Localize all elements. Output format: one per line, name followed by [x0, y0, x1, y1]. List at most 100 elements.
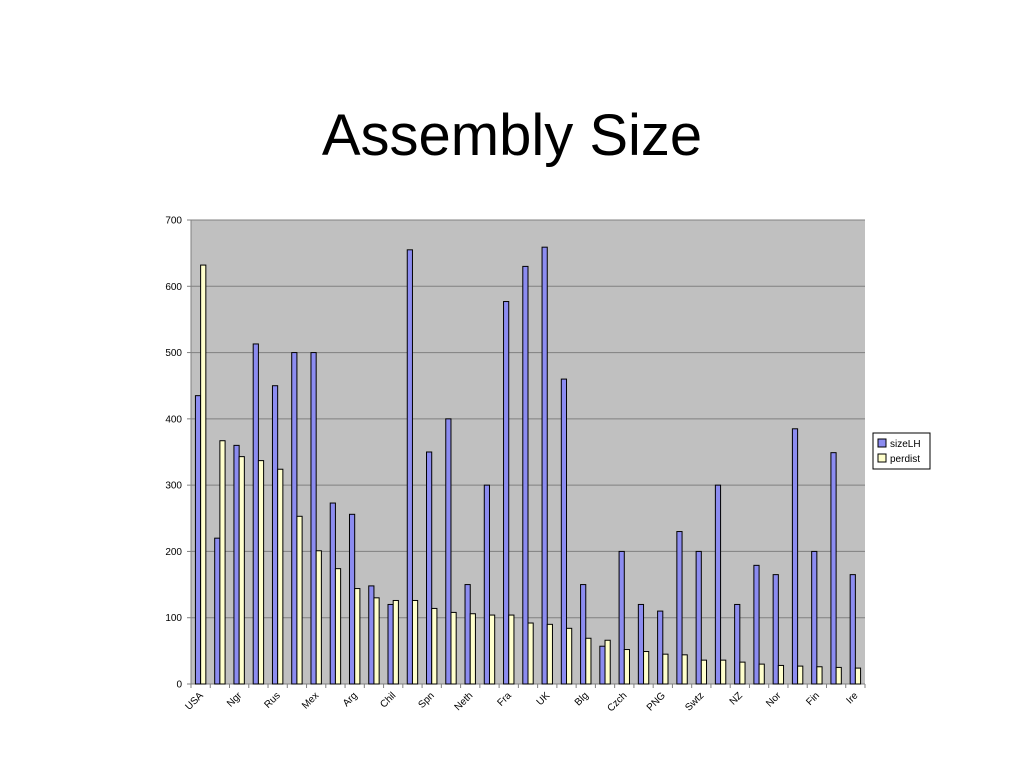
bar-perdist	[816, 666, 823, 685]
bar-sizeLH	[483, 484, 490, 685]
bar-sizeLH	[618, 550, 625, 685]
bar-sizeLH	[657, 610, 664, 685]
y-tick-label: 500	[165, 348, 182, 359]
legend: sizeLH perdist	[872, 432, 931, 470]
bar-sizeLH	[271, 385, 279, 685]
bar-sizeLH	[753, 564, 760, 685]
x-tick-label: Fin	[804, 690, 822, 708]
x-tick-label: Neth	[453, 690, 476, 713]
bar-perdist	[777, 664, 785, 685]
bar-sizeLH	[387, 603, 394, 685]
bar-perdist	[219, 440, 226, 685]
bar-sizeLH	[503, 301, 510, 685]
bar-perdist	[334, 568, 342, 685]
bar-perdist	[585, 637, 592, 685]
bar-sizeLH	[233, 444, 240, 685]
bar-sizeLH	[772, 574, 779, 685]
slide-title: Assembly Size	[321, 103, 703, 168]
x-tick-label: Blg	[573, 690, 591, 708]
bar-perdist	[238, 456, 245, 685]
bar-perdist	[315, 550, 322, 685]
bar-sizeLH	[368, 585, 375, 685]
bar-perdist	[527, 622, 534, 685]
bar-sizeLH	[580, 584, 587, 685]
x-tick-label: Ngr	[225, 690, 245, 710]
bar-perdist	[488, 614, 496, 685]
bar-sizeLH	[252, 343, 259, 685]
bar-perdist	[604, 639, 611, 685]
legend-swatch	[877, 453, 887, 463]
bar-perdist	[296, 515, 303, 685]
bar-perdist	[700, 659, 708, 685]
y-tick-label: 100	[165, 613, 182, 624]
legend-swatch	[877, 438, 887, 448]
x-tick-label: Nor	[764, 690, 784, 710]
bars	[194, 246, 862, 685]
bar-perdist	[450, 611, 457, 685]
legend-label: sizeLH	[890, 439, 921, 450]
y-tick-label: 200	[165, 547, 182, 558]
bar-sizeLH	[734, 603, 741, 685]
bar-perdist	[566, 627, 573, 685]
bar-perdist	[431, 607, 438, 685]
bar-sizeLH	[426, 451, 433, 685]
bar-perdist	[854, 667, 862, 685]
x-tick-label: Ire	[844, 690, 860, 706]
bar-sizeLH	[194, 395, 202, 685]
y-tick-label: 0	[176, 680, 182, 691]
bar-sizeLH	[560, 378, 568, 685]
bar-sizeLH	[406, 249, 413, 685]
bar-perdist	[373, 597, 380, 685]
bar-sizeLH	[541, 246, 548, 685]
bar-perdist	[411, 599, 419, 685]
bar-sizeLH	[830, 452, 837, 685]
bar-perdist	[739, 661, 746, 685]
bar-perdist	[758, 663, 765, 685]
bar-perdist	[623, 649, 630, 685]
x-tick-label: Chil	[378, 690, 398, 710]
x-tick-label: UK	[535, 690, 553, 708]
x-tick-label: Swtz	[683, 690, 706, 713]
bar-perdist	[508, 614, 515, 685]
bar-perdist	[835, 666, 842, 685]
bar-perdist	[257, 460, 265, 685]
x-tick-label: Czch	[606, 690, 630, 714]
bar-sizeLH	[214, 537, 221, 685]
bar-perdist	[720, 659, 727, 685]
bar-sizeLH	[329, 502, 336, 685]
y-tick-label: 400	[165, 414, 182, 425]
bar-perdist	[469, 613, 476, 685]
bar-perdist	[546, 623, 553, 685]
bar-sizeLH	[348, 513, 356, 685]
bar-sizeLH	[791, 428, 799, 685]
bar-sizeLH	[695, 550, 702, 685]
bar-sizeLH	[464, 584, 471, 685]
bar-perdist	[643, 651, 650, 685]
bar-sizeLH	[811, 550, 818, 685]
bar-sizeLH	[637, 603, 645, 685]
x-tick-label: Spn	[416, 690, 436, 710]
bar-sizeLH	[676, 531, 683, 685]
y-tick-label: 600	[165, 282, 182, 293]
bar-sizeLH	[714, 484, 722, 685]
bar-perdist	[797, 665, 804, 685]
bar-sizeLH	[599, 645, 606, 685]
x-tick-label: Arg	[341, 690, 360, 709]
bar-perdist	[681, 654, 688, 685]
bar-perdist	[354, 588, 361, 685]
bar-perdist	[200, 264, 207, 685]
bar-sizeLH	[310, 352, 317, 685]
bar-perdist	[662, 653, 669, 685]
x-tick-label: Mex	[300, 690, 321, 711]
bar-sizeLH	[291, 352, 298, 685]
x-tick-label: USA	[183, 690, 206, 713]
x-tick-label: NZ	[728, 690, 745, 707]
x-tick-label: Fra	[495, 690, 514, 709]
legend-label: perdist	[890, 454, 920, 465]
x-tick-label: Rus	[262, 690, 282, 710]
y-tick-label: 700	[165, 216, 182, 227]
x-tick-label: PNG	[645, 690, 668, 713]
bar-perdist	[392, 599, 399, 685]
